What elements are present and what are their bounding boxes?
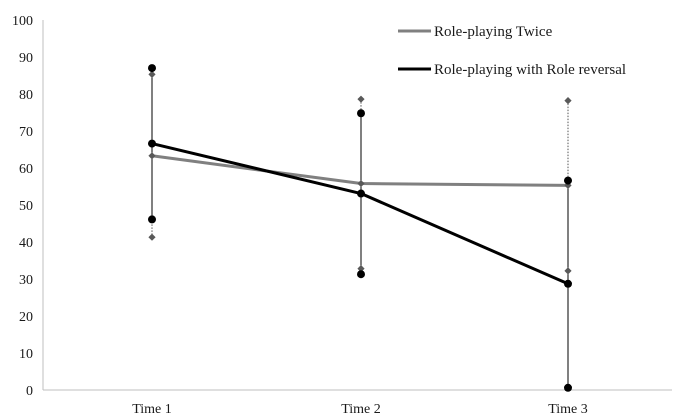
circle-marker <box>357 189 365 198</box>
y-tick-label: 90 <box>19 51 33 66</box>
legend-label: Role-playing Twice <box>434 24 553 40</box>
x-tick-label: Time 1 <box>132 402 172 417</box>
y-tick-label: 0 <box>26 384 33 399</box>
diamond-marker <box>564 97 572 105</box>
circle-marker <box>148 215 156 224</box>
y-tick-label: 30 <box>19 273 33 288</box>
y-tick-label: 100 <box>12 14 33 29</box>
legend: Role-playing Twice Role-playing with Role… <box>398 24 626 78</box>
diamond-marker <box>357 179 365 188</box>
diamond-marker <box>148 233 156 241</box>
circle-marker <box>564 176 572 185</box>
x-tick-label: Time 3 <box>548 402 588 417</box>
y-tick-label: 20 <box>19 310 33 325</box>
circle-marker <box>148 139 156 148</box>
series-lines <box>151 142 569 286</box>
circle-marker <box>148 64 156 73</box>
diamond-marker <box>357 95 365 103</box>
diamond-marker <box>357 265 365 273</box>
y-tick-label: 60 <box>19 162 33 177</box>
circle-marker <box>357 270 365 279</box>
y-tick-label: 40 <box>19 236 33 251</box>
diamond-marker <box>148 70 156 78</box>
diamond-marker <box>564 267 572 275</box>
x-tick-label: Time 2 <box>341 402 381 417</box>
circle-marker <box>357 109 365 118</box>
circle-marker <box>564 279 572 288</box>
y-tick-label: 10 <box>19 347 33 362</box>
y-tick-label: 80 <box>19 88 33 103</box>
circle-marker <box>564 383 572 392</box>
y-tick-label: 70 <box>19 125 33 140</box>
data-markers <box>148 64 572 392</box>
y-tick-label: 50 <box>19 199 33 214</box>
axes: 0 10 20 30 40 50 60 70 80 90 100 Time 1 Time 2 Time 3 <box>12 14 672 417</box>
diamond-marker <box>148 152 156 160</box>
legend-label: Role-playing with Role reversal <box>434 62 626 78</box>
